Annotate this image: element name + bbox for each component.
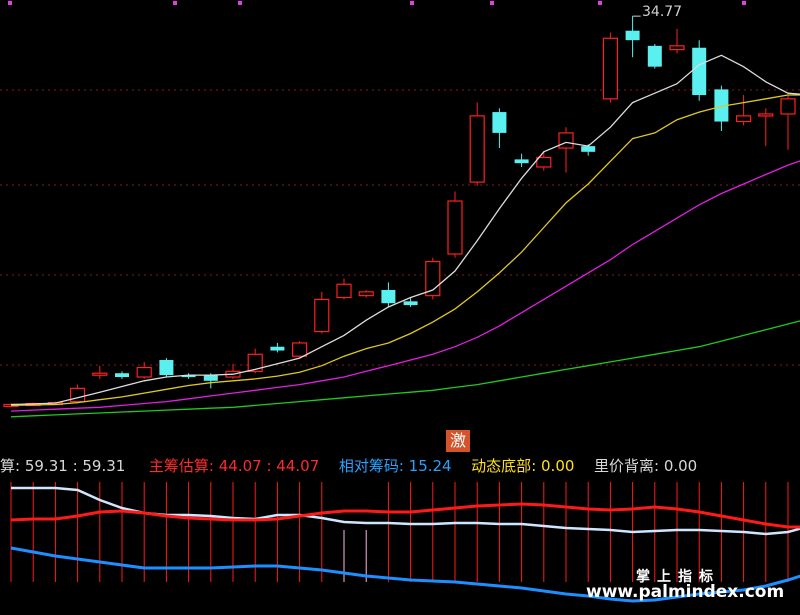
indicator-3-name: 动态底部 (471, 457, 532, 475)
candle-body-9 (203, 375, 218, 381)
candle-body-13 (292, 342, 308, 357)
candle-body-5 (115, 373, 129, 378)
watermark-url: www.palmindex.com (586, 582, 785, 602)
indicator-0-sep: : (15, 457, 25, 475)
indicator-4-sep: : (654, 457, 664, 475)
signal-badge: 激 (446, 430, 470, 452)
indicator-4-value: 0.00 (663, 457, 698, 475)
candle-body-33 (735, 115, 752, 123)
lower-indicator-panel (10, 482, 800, 603)
candle-body-11 (247, 353, 263, 372)
top-marker-5 (598, 1, 602, 5)
candle-body-7 (159, 359, 174, 376)
candle-body-23 (514, 159, 529, 164)
candle-body-16 (358, 291, 374, 297)
candle-body-34 (758, 113, 774, 117)
ma10-line (10, 94, 800, 407)
indicator-4-name: 里价背离 (593, 457, 654, 475)
indicator-2-value: 15.24 (408, 457, 452, 475)
candle-body-20 (447, 200, 463, 255)
moving-average-lines (10, 54, 800, 418)
candle-body-4 (92, 372, 108, 376)
indicator-1-extra: : 44.07 (261, 457, 320, 475)
grid-lines (0, 1, 800, 366)
candle-body-27 (602, 37, 619, 100)
candle-body-15 (336, 283, 352, 299)
indicator-0-extra: : 59.31 (67, 457, 126, 475)
indicator-2-sep: : (398, 457, 409, 475)
indicator-2-name: 相对筹码 (338, 457, 399, 475)
candle-body-24 (536, 156, 552, 168)
ma60-line (10, 320, 800, 418)
top-marker-0 (8, 1, 12, 5)
ma20-line (10, 160, 800, 412)
candle-body-35 (780, 98, 796, 115)
indicator-1-value: 44.07 (218, 457, 262, 475)
lower-line-red (10, 502, 800, 529)
candlestick-series (3, 15, 796, 408)
lower-line-blue (10, 546, 800, 603)
indicator-1-sep: : (208, 457, 219, 475)
candle-body-32 (714, 89, 729, 122)
indicator-0-name: 算 (0, 457, 16, 475)
candle-body-6 (136, 366, 152, 378)
candle-body-14 (314, 298, 330, 333)
ma5-line (10, 54, 800, 406)
top-marker-4 (490, 1, 494, 5)
candle-body-29 (647, 45, 662, 67)
candle-body-30 (669, 45, 685, 51)
indicator-3-value: 0.00 (541, 457, 575, 475)
top-marker-6 (742, 1, 746, 5)
candle-body-26 (581, 146, 596, 152)
top-marker-1 (173, 1, 177, 5)
candle-body-8 (181, 375, 196, 378)
indicator-0-value: 59.31 (24, 457, 68, 475)
high-price-label: 34.77 (642, 4, 683, 20)
top-marker-2 (238, 1, 242, 5)
candle-body-22 (492, 112, 507, 133)
candle-body-31 (692, 47, 707, 96)
indicator-1-name: 主筹估算 (148, 457, 209, 475)
top-marker-3 (410, 1, 414, 5)
candle-body-18 (403, 301, 418, 306)
candle-body-28 (625, 30, 640, 41)
candle-body-25 (558, 132, 574, 149)
indicator-3-sep: : (531, 457, 542, 475)
candle-body-12 (270, 346, 285, 351)
watermark-chinese: 掌上指标 (636, 569, 720, 585)
candle-body-21 (469, 115, 485, 183)
indicator-readout-bar: 算: 59.31 : 59.31 主筹估算: 44.07 : 44.07 相对筹… (0, 455, 800, 477)
candle-body-17 (381, 289, 396, 304)
